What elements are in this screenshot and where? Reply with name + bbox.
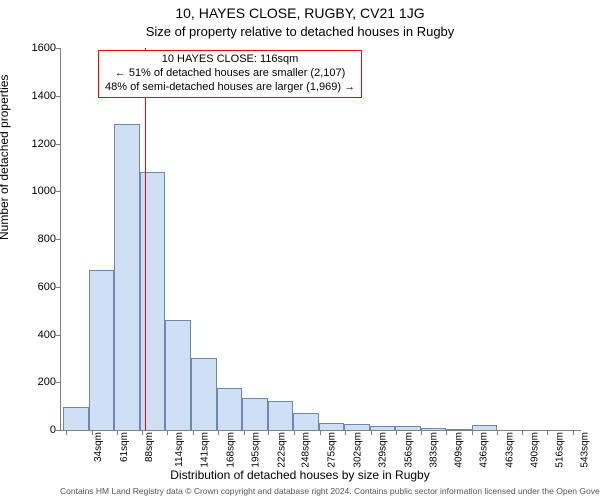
histogram-bar: [268, 401, 294, 430]
x-tick-mark: [522, 431, 523, 435]
x-tick-mark: [193, 431, 194, 435]
histogram-bar: [421, 428, 447, 430]
x-tick-mark: [294, 431, 295, 435]
x-tick-mark: [396, 431, 397, 435]
histogram-bar: [293, 413, 319, 430]
x-tick-mark: [268, 431, 269, 435]
x-tick-mark: [421, 431, 422, 435]
x-tick-mark: [497, 431, 498, 435]
y-tick-label: 1000: [12, 185, 56, 197]
x-tick-mark: [573, 431, 574, 435]
y-tick-mark: [56, 96, 60, 97]
x-tick-label: 383sqm: [429, 432, 440, 468]
histogram-bar: [63, 407, 89, 430]
x-tick-mark: [320, 431, 321, 435]
x-tick-label: 463sqm: [504, 432, 515, 468]
histogram-bar: [395, 426, 421, 430]
y-tick-label: 800: [12, 233, 56, 245]
y-tick-label: 1200: [12, 138, 56, 150]
x-tick-label: 195sqm: [251, 432, 262, 468]
x-tick-label: 275sqm: [327, 432, 338, 468]
x-tick-mark: [345, 431, 346, 435]
info-line-2: ← 51% of detached houses are smaller (2,…: [105, 67, 355, 81]
chart-subtitle: Size of property relative to detached ho…: [0, 24, 600, 39]
info-line-1: 10 HAYES CLOSE: 116sqm: [105, 53, 355, 67]
plot-area: [60, 48, 581, 431]
x-tick-mark: [244, 431, 245, 435]
histogram-bar: [114, 124, 140, 430]
x-tick-label: 516sqm: [554, 432, 565, 468]
x-tick-label: 302sqm: [352, 432, 363, 468]
y-tick-label: 200: [12, 376, 56, 388]
x-tick-label: 168sqm: [225, 432, 236, 468]
x-tick-label: 141sqm: [200, 432, 211, 468]
x-tick-mark: [547, 431, 548, 435]
x-tick-label: 356sqm: [403, 432, 414, 468]
y-tick-label: 0: [12, 424, 56, 436]
histogram-bar: [165, 320, 191, 430]
x-tick-label: 222sqm: [276, 432, 287, 468]
x-tick-label: 114sqm: [174, 432, 185, 467]
y-axis-title: Number of detached properties: [0, 75, 11, 240]
x-tick-mark: [472, 431, 473, 435]
histogram-bar: [370, 426, 396, 430]
y-tick-mark: [56, 430, 60, 431]
y-tick-label: 1400: [12, 90, 56, 102]
y-tick-mark: [56, 287, 60, 288]
x-tick-mark: [446, 431, 447, 435]
attribution-text: Contains HM Land Registry data © Crown c…: [60, 486, 600, 496]
x-tick-label: 34sqm: [93, 432, 104, 462]
info-line-3: 48% of semi-detached houses are larger (…: [105, 81, 355, 95]
x-tick-mark: [218, 431, 219, 435]
y-tick-mark: [56, 239, 60, 240]
x-tick-mark: [167, 431, 168, 435]
y-tick-mark: [56, 382, 60, 383]
histogram-bar: [191, 358, 217, 430]
x-tick-label: 61sqm: [119, 432, 130, 462]
histogram-bar: [217, 388, 243, 430]
x-tick-mark: [92, 431, 93, 435]
x-tick-label: 543sqm: [580, 432, 591, 468]
chart-frame: { "title_line1": "10, HAYES CLOSE, RUGBY…: [0, 0, 600, 500]
property-marker-line: [145, 48, 146, 430]
y-tick-label: 600: [12, 281, 56, 293]
histogram-bar: [89, 270, 115, 430]
histogram-bar: [472, 425, 498, 430]
histogram-bar: [242, 398, 268, 430]
x-tick-mark: [371, 431, 372, 435]
chart-title: 10, HAYES CLOSE, RUGBY, CV21 1JG: [0, 5, 600, 21]
x-tick-label: 88sqm: [144, 432, 155, 462]
x-tick-label: 248sqm: [301, 432, 312, 468]
y-tick-label: 1600: [12, 42, 56, 54]
histogram-bar: [344, 424, 370, 430]
x-tick-label: 436sqm: [479, 432, 490, 468]
x-axis-title: Distribution of detached houses by size …: [0, 468, 600, 482]
y-tick-mark: [56, 48, 60, 49]
x-tick-mark: [66, 431, 67, 435]
x-tick-label: 409sqm: [453, 432, 464, 468]
x-tick-label: 490sqm: [530, 432, 541, 468]
y-tick-mark: [56, 335, 60, 336]
x-tick-mark: [142, 431, 143, 435]
y-tick-mark: [56, 191, 60, 192]
x-tick-mark: [117, 431, 118, 435]
x-tick-label: 329sqm: [378, 432, 389, 468]
y-tick-mark: [56, 144, 60, 145]
histogram-bar: [446, 429, 472, 430]
histogram-bar: [319, 423, 345, 430]
y-tick-label: 400: [12, 329, 56, 341]
property-info-box: 10 HAYES CLOSE: 116sqm ← 51% of detached…: [98, 50, 362, 98]
